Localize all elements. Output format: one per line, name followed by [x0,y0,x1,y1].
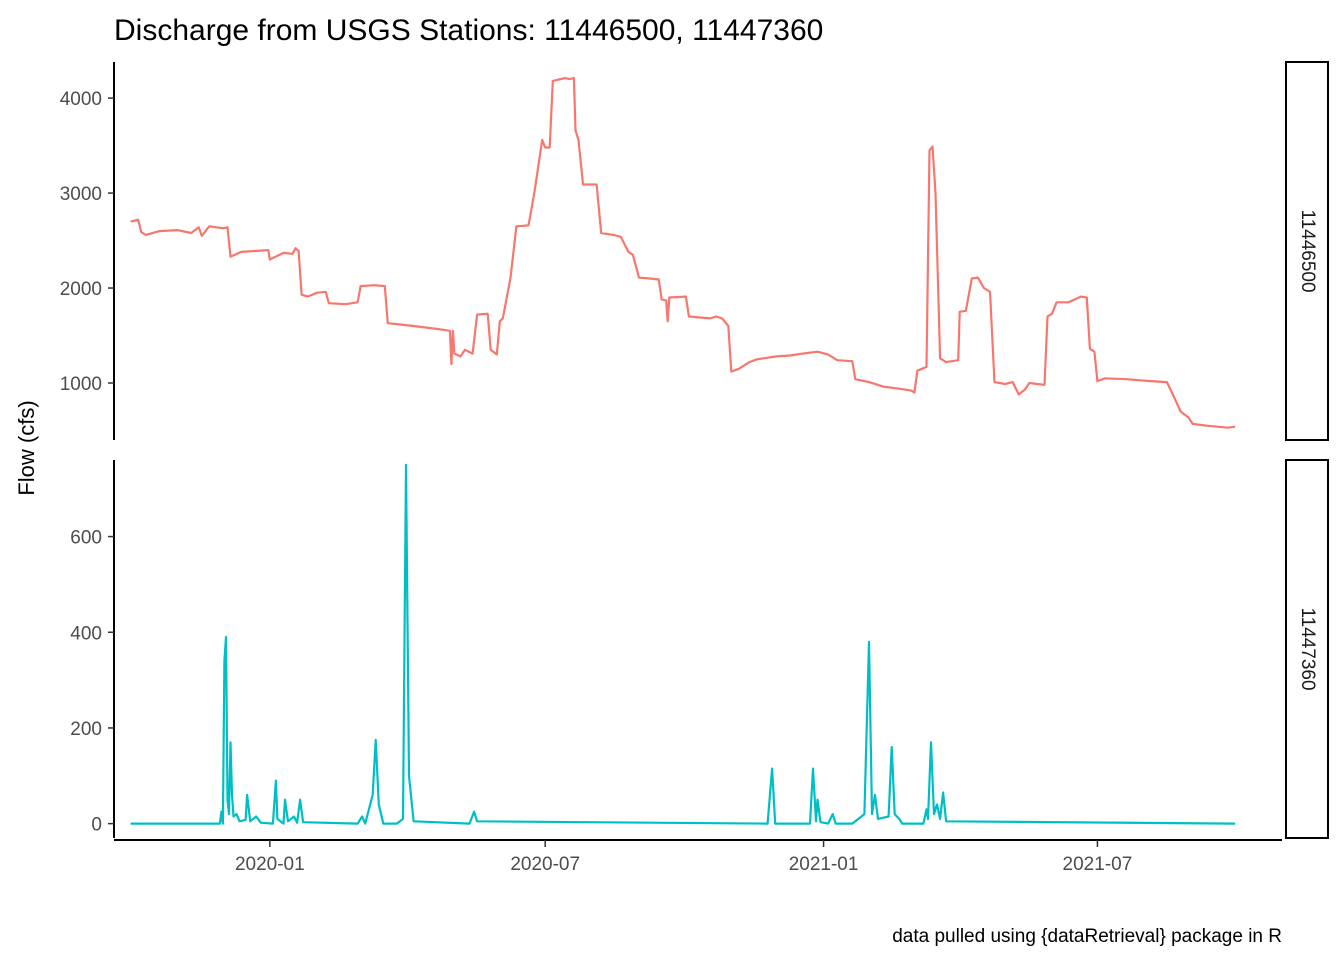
facet-strip-label: 11447360 [1297,607,1318,690]
x-tick-label: 2020-01 [235,854,305,875]
x-tick-label: 2020-07 [510,854,580,875]
x-tick-label: 2021-01 [789,854,859,875]
panel-11447360: 0 200 400 600 11447360 [70,459,1329,839]
y-tick-label: 600 [70,528,102,549]
facet-strip [1285,459,1329,839]
y-tick-label: 3000 [60,184,102,205]
panels: 1000 2000 3000 4000 11446500 0 200 400 600 114473… [60,61,1329,839]
series-line-11446500 [130,77,1236,429]
facet-strip-label: 11446500 [1297,209,1318,292]
y-tick-label: 0 [91,815,102,836]
y-tick-label: 2000 [60,279,102,300]
y-tick-label: 400 [70,623,102,644]
chart-title: Discharge from USGS Stations: 11446500, … [114,14,823,47]
x-axis: 2020-01 2020-07 2021-01 2021-07 [114,839,1282,875]
y-tick-label: 1000 [60,374,102,395]
panel-11446500: 1000 2000 3000 4000 11446500 [60,61,1329,441]
y-axis-label: Flow (cfs) [14,400,39,495]
y-tick-label: 4000 [60,89,102,110]
caption: data pulled using {dataRetrieval} packag… [892,926,1282,947]
facet-strip [1285,61,1329,441]
series-line-11447360 [130,463,1236,825]
y-tick-label: 200 [70,719,102,740]
x-tick-label: 2021-07 [1063,854,1133,875]
